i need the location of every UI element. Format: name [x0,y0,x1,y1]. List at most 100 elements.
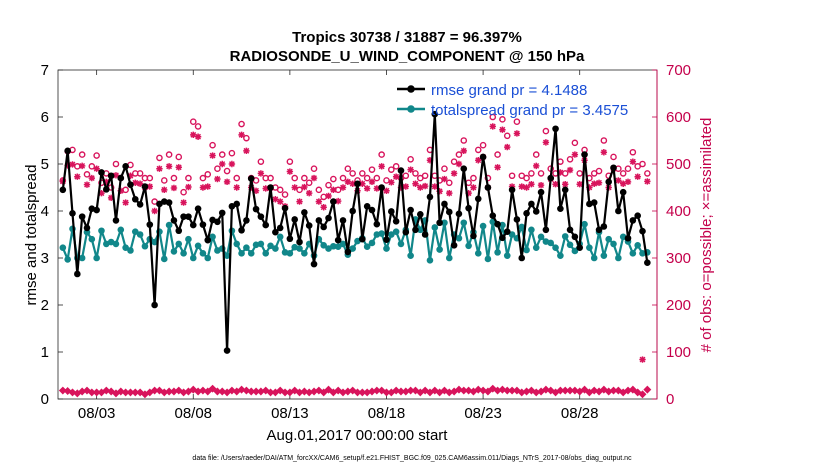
obs-assimilated-marker [243,147,250,155]
totalspread-point [460,219,468,227]
obs-assimilated-marker [296,198,303,205]
obs-assimilated-marker [533,162,540,170]
totalspread-point [561,233,569,240]
rmse-point [600,223,608,230]
rmse-point [460,165,468,172]
totalspread-point [634,242,641,249]
rmse-point [368,206,376,214]
rmse-point [180,213,187,220]
obs-possible-marker [170,174,178,182]
obs-assimilated-marker [146,183,153,190]
legend: rmse grand pr = 4.1488 totalspread grand… [397,82,628,119]
obs-possible-marker [301,174,308,182]
series-lines [59,110,651,354]
rmse-point [204,236,212,244]
obs-possible-marker [189,118,197,125]
obs-count-bottom-marker [319,388,328,397]
obs-possible-marker [218,151,226,158]
totalspread-point [552,244,559,251]
y-tick-label: 6 [41,109,49,126]
totalspread-point [247,250,255,257]
obs-assimilated-marker [615,177,622,184]
rmse-point [262,221,270,229]
obs-assimilated-marker [156,165,163,172]
totalspread-point [557,252,564,259]
obs-count-bottom-marker [599,385,608,394]
obs-count-bottom-marker [83,386,91,395]
obs-possible-marker [595,167,603,175]
obs-assimilated-marker [136,180,144,187]
obs-assimilated-marker [619,180,627,187]
rmse-point [566,226,574,234]
totalspread-point [233,240,241,248]
obs-assimilated-marker [214,175,221,183]
rmse-point [349,207,356,215]
obs-assimilated-marker [180,199,187,206]
totalspread-point [117,226,125,234]
obs-assimilated-marker [103,178,110,186]
obs-possible-marker [223,167,231,175]
totalspread-point [98,227,105,235]
rmse-point [513,216,521,223]
totalspread-point [465,242,472,250]
obs-possible-marker [532,151,540,158]
rmse-point [151,301,158,309]
y-tick-label-right: 200 [666,297,691,314]
obs-assimilated-marker [368,178,376,186]
rmse-point [334,236,342,244]
obs-count-bottom-marker [276,386,285,395]
obs-assimilated-marker [272,196,279,203]
obs-possible-marker [286,158,294,165]
obs-count-markers [58,113,652,399]
rmse-point [339,217,347,224]
y-tick-label: 5 [41,156,49,173]
rmse-point [286,235,294,243]
rmse-point [136,201,144,208]
obs-assimilated-marker [460,147,467,155]
obs-assimilated-marker [204,183,211,190]
y-tick-label-right: 600 [666,109,691,126]
rmse-point [175,227,183,235]
obs-assimilated-marker [262,185,269,192]
rmse-point [330,198,337,205]
obs-possible-marker [320,193,327,201]
obs-possible-marker [349,170,356,177]
obs-possible-marker [644,170,651,177]
rmse-point [165,199,173,206]
rmse-point [388,208,395,215]
obs-assimilated-marker [566,166,574,174]
totalspread-point [537,233,545,241]
rmse-point [465,204,472,212]
totalspread-point [610,240,617,248]
rmse-point [484,184,492,191]
obs-assimilated-marker [83,181,91,188]
x-tick-label: 08/28 [561,405,599,422]
obs-assimilated-marker [223,178,231,186]
obs-assimilated-marker [412,180,419,187]
obs-possible-marker [513,118,521,125]
totalspread-point [170,248,178,255]
obs-possible-marker [600,137,608,144]
totalspread-point [590,254,598,262]
totalspread-point [349,245,356,252]
obs-possible-marker [83,171,91,178]
rmse-point [431,110,439,118]
rmse-point [518,254,526,262]
obs-assimilated-marker [301,183,308,191]
rmse-point [610,164,617,172]
obs-assimilated-marker [426,157,434,164]
obs-assimilated-marker [639,356,646,363]
rmse-point [233,200,241,208]
obs-count-bottom-marker [261,386,270,395]
legend-label-totalspread: totalspread grand pr = 3.4575 [431,102,628,119]
x-axis: 08/03 08/08 08/13 08/18 08/23 08/28 [78,70,599,422]
obs-assimilated-marker [185,183,192,191]
y-axis-left: 0 1 2 3 4 5 6 7 [41,62,63,408]
rmse-point [194,205,202,212]
obs-count-bottom-marker [203,387,212,396]
y-tick-label-right: 300 [666,250,691,267]
chart-title: Tropics 30738 / 31887 = 96.397% [292,29,522,46]
obs-assimilated-marker [644,178,651,185]
obs-assimilated-marker [465,189,472,197]
totalspread-point [151,238,158,246]
